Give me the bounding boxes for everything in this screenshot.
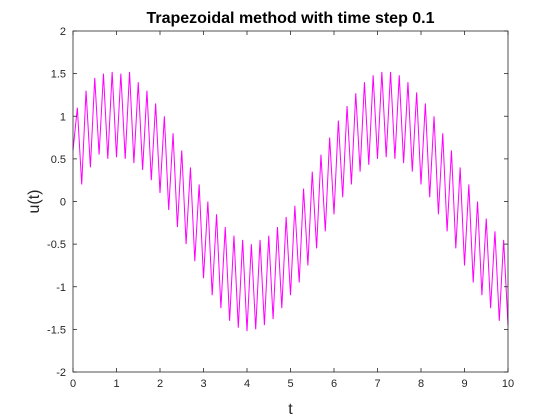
x-tick-label: 0 (70, 378, 76, 390)
y-ticks: -2 -1.5 -1 -0.5 0 0.5 1 1.5 2 (47, 26, 508, 379)
x-tick-label: 8 (418, 378, 424, 390)
x-axis-label: t (288, 401, 293, 418)
x-tick-label: 3 (200, 378, 206, 390)
series-line-1 (72, 71, 509, 332)
x-tick-label: 2 (157, 378, 163, 390)
x-tick-label: 10 (502, 378, 514, 390)
y-tick-label: 2 (60, 26, 66, 38)
y-tick-label: -2 (56, 367, 66, 379)
y-tick-label: 1 (60, 111, 66, 123)
x-tick-label: 7 (374, 378, 380, 390)
chart-title: Trapezoidal method with time step 0.1 (146, 10, 434, 27)
x-ticks: 0 1 2 3 4 5 6 7 8 9 10 (70, 31, 514, 390)
y-tick-label: 0.5 (51, 154, 66, 166)
y-axis-label: u(t) (26, 190, 43, 214)
x-tick-label: 1 (113, 378, 119, 390)
x-tick-label: 5 (287, 378, 293, 390)
y-tick-label: 1.5 (51, 69, 66, 81)
plot-area (73, 31, 508, 372)
y-tick-label: -1 (56, 282, 66, 294)
x-tick-label: 4 (244, 378, 250, 390)
x-tick-label: 9 (461, 378, 467, 390)
series-layer (72, 71, 509, 332)
y-tick-label: -0.5 (47, 239, 66, 251)
y-tick-label: 0 (60, 197, 66, 209)
y-tick-label: -1.5 (47, 324, 66, 336)
x-tick-label: 6 (331, 378, 337, 390)
